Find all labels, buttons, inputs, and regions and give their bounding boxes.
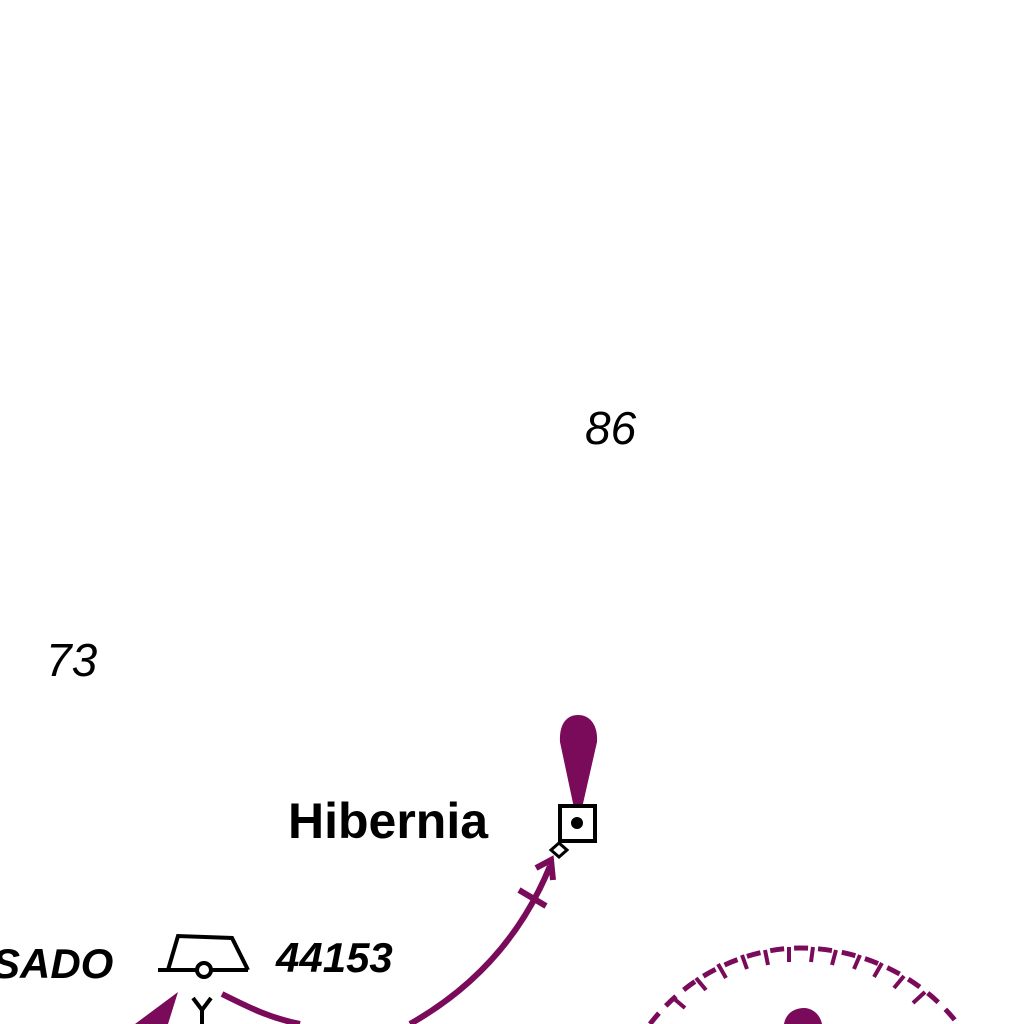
- arrow-icon: [135, 855, 556, 1024]
- buoy-icon: [158, 933, 250, 1024]
- platform-name: Hibernia: [288, 793, 489, 849]
- light-flare-icon: [559, 715, 598, 808]
- anchor-ring-icon: [648, 945, 960, 1024]
- platform-icon: [558, 804, 597, 843]
- sounding-86: 86: [585, 402, 637, 454]
- partial-label: SADO: [0, 940, 113, 987]
- sounding-73: 73: [46, 634, 98, 686]
- buoy-number: 44153: [275, 934, 393, 981]
- position-marker-icon: [548, 841, 570, 859]
